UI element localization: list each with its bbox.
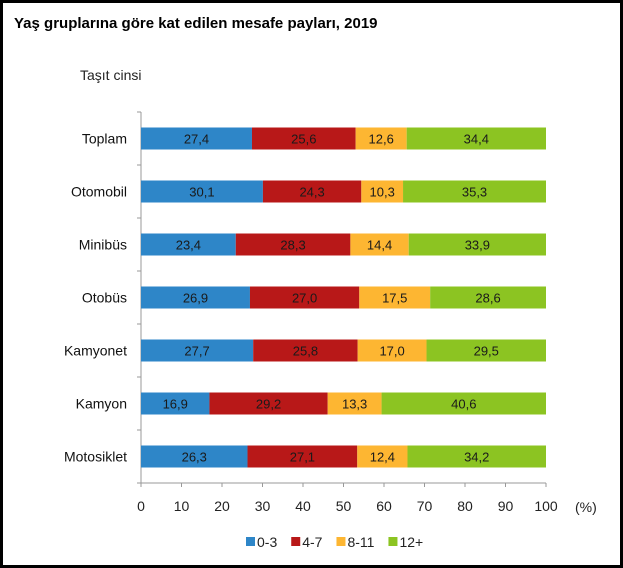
bar-segment-0-3 [141, 339, 254, 362]
category-label: Kamyon [76, 396, 127, 412]
bar-segment-12+ [408, 233, 546, 256]
category-label: Toplam [82, 131, 127, 147]
data-label: 12,4 [370, 450, 395, 465]
category-label: Kamyonet [64, 343, 127, 359]
x-tick-label: 70 [417, 498, 433, 514]
x-tick-label: 60 [376, 498, 392, 514]
bar-segment-8-11 [359, 286, 431, 309]
data-label: 28,6 [475, 291, 500, 306]
legend-label: 8-11 [347, 534, 374, 550]
bar-segment-0-3 [141, 392, 210, 415]
data-label: 17,0 [379, 344, 404, 359]
bar-segment-12+ [406, 127, 546, 150]
bar-segment-4-7 [262, 180, 362, 203]
data-label: 29,2 [256, 397, 281, 412]
data-label: 34,2 [464, 450, 489, 465]
data-label: 14,4 [367, 238, 392, 253]
legend-label: 0-3 [257, 534, 277, 550]
x-tick-label: 40 [295, 498, 311, 514]
data-label: 24,3 [299, 185, 324, 200]
category-label: Otobüs [82, 290, 127, 306]
bar-segment-4-7 [235, 233, 351, 256]
bar-segment-0-3 [141, 180, 263, 203]
data-label: 27,4 [184, 132, 209, 147]
bar-segment-0-3 [141, 233, 236, 256]
data-label: 26,9 [183, 291, 208, 306]
stacked-bar-chart: Yaş gruplarına göre kat edilen mesafe pa… [14, 15, 597, 550]
data-label: 29,5 [474, 344, 499, 359]
bar-segment-8-11 [350, 233, 409, 256]
x-tick-label: 50 [336, 498, 352, 514]
bar-segment-12+ [381, 392, 546, 415]
bar-segment-4-7 [209, 392, 328, 415]
bar-segment-8-11 [327, 392, 382, 415]
data-label: 12,6 [369, 132, 394, 147]
x-tick-label: 10 [174, 498, 190, 514]
data-label: 28,3 [280, 238, 305, 253]
chart-title: Yaş gruplarına göre kat edilen mesafe pa… [14, 15, 378, 32]
legend-label: 4-7 [302, 534, 322, 550]
data-label: 10,3 [370, 185, 395, 200]
y-axis-label: Taşıt cinsi [80, 67, 141, 83]
bar-segment-4-7 [253, 339, 358, 362]
data-label: 35,3 [462, 185, 487, 200]
bar-segment-0-3 [141, 445, 248, 468]
bar-segment-0-3 [141, 127, 252, 150]
x-tick-label: 30 [255, 498, 271, 514]
bar-segment-8-11 [357, 339, 427, 362]
category-label: Otomobil [71, 184, 127, 200]
data-label: 33,9 [465, 238, 490, 253]
data-label: 13,3 [342, 397, 367, 412]
bar-segment-8-11 [357, 445, 408, 468]
bar-segment-4-7 [247, 445, 358, 468]
legend-swatch-8-11 [336, 537, 346, 546]
data-label: 25,6 [291, 132, 316, 147]
bar-segment-12+ [426, 339, 546, 362]
data-label: 25,8 [293, 344, 318, 359]
bar-segment-12+ [430, 286, 546, 309]
x-tick-label: 90 [498, 498, 514, 514]
bar-segment-4-7 [249, 286, 360, 309]
bar-segment-4-7 [251, 127, 356, 150]
legend-swatch-12+ [388, 537, 398, 546]
data-label: 26,3 [182, 450, 207, 465]
x-tick-label: 100 [534, 498, 558, 514]
data-label: 17,5 [382, 291, 407, 306]
data-label: 27,1 [290, 450, 315, 465]
bar-segment-0-3 [141, 286, 250, 309]
x-tick-label: 80 [457, 498, 473, 514]
data-label: 23,4 [176, 238, 201, 253]
x-tick-label: 20 [214, 498, 230, 514]
data-label: 30,1 [189, 185, 214, 200]
x-axis-unit: (%) [575, 499, 597, 515]
bar-segment-8-11 [355, 127, 407, 150]
x-tick-label: 0 [137, 498, 145, 514]
bar-segment-12+ [403, 180, 546, 203]
legend-swatch-4-7 [291, 537, 301, 546]
legend-swatch-0-3 [246, 537, 255, 546]
data-label: 34,4 [464, 132, 489, 147]
category-label: Motosiklet [64, 449, 127, 465]
bar-segment-8-11 [361, 180, 404, 203]
category-label: Minibüs [79, 237, 127, 253]
data-label: 27,0 [292, 291, 317, 306]
data-label: 40,6 [451, 397, 476, 412]
bar-segment-12+ [407, 445, 546, 468]
data-label: 27,7 [184, 344, 209, 359]
legend-label: 12+ [399, 534, 423, 550]
data-label: 16,9 [163, 397, 188, 412]
